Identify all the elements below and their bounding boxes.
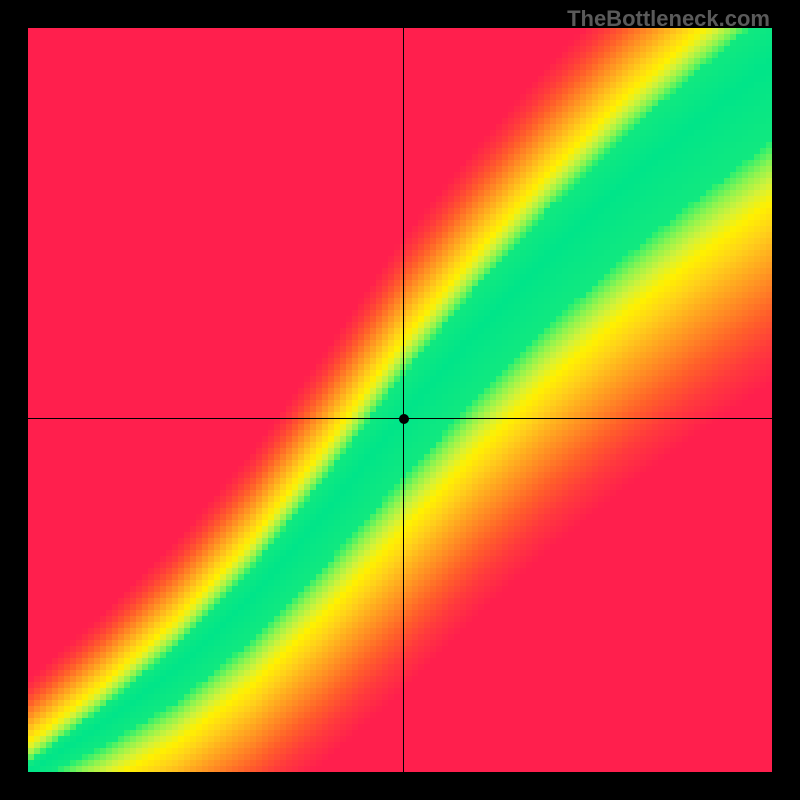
- watermark-text: TheBottleneck.com: [567, 6, 770, 32]
- chart-container: TheBottleneck.com: [0, 0, 800, 800]
- bottleneck-heatmap: [28, 28, 772, 772]
- crosshair-vertical: [403, 28, 404, 772]
- selection-marker: [399, 414, 409, 424]
